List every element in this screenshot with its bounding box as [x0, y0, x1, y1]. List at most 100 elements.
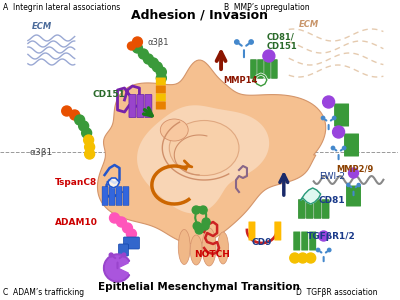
FancyBboxPatch shape	[250, 59, 256, 79]
Circle shape	[323, 96, 334, 108]
Text: TspanC8: TspanC8	[55, 178, 97, 187]
FancyBboxPatch shape	[123, 187, 129, 206]
Circle shape	[79, 121, 89, 131]
Circle shape	[357, 183, 360, 187]
FancyBboxPatch shape	[271, 59, 277, 79]
FancyBboxPatch shape	[137, 94, 144, 118]
Circle shape	[148, 58, 158, 68]
Circle shape	[321, 116, 325, 120]
Circle shape	[143, 54, 153, 64]
Circle shape	[85, 149, 95, 159]
Text: ECM: ECM	[32, 22, 52, 31]
Circle shape	[316, 248, 320, 252]
Text: α3β1: α3β1	[30, 148, 53, 157]
FancyBboxPatch shape	[264, 59, 270, 79]
Polygon shape	[108, 178, 120, 188]
FancyBboxPatch shape	[293, 232, 300, 250]
Text: NOTCH: NOTCH	[194, 250, 230, 259]
Circle shape	[347, 183, 350, 187]
Circle shape	[109, 253, 113, 257]
Circle shape	[348, 168, 358, 178]
Circle shape	[235, 40, 239, 44]
Circle shape	[85, 142, 95, 152]
FancyBboxPatch shape	[156, 85, 166, 94]
Circle shape	[199, 206, 207, 214]
FancyBboxPatch shape	[322, 200, 329, 218]
Text: CD151: CD151	[93, 90, 126, 99]
FancyBboxPatch shape	[116, 187, 122, 206]
FancyBboxPatch shape	[314, 200, 321, 218]
Ellipse shape	[169, 121, 239, 176]
FancyBboxPatch shape	[298, 200, 305, 218]
Text: EWI-2: EWI-2	[319, 172, 345, 181]
Wedge shape	[106, 256, 128, 280]
Text: ECM: ECM	[299, 20, 319, 29]
Ellipse shape	[202, 228, 216, 266]
Circle shape	[138, 49, 148, 59]
Circle shape	[70, 110, 80, 120]
Circle shape	[192, 206, 200, 214]
Ellipse shape	[160, 119, 188, 141]
Text: CD81: CD81	[319, 196, 345, 205]
FancyBboxPatch shape	[156, 77, 166, 86]
Text: α3β1: α3β1	[147, 38, 169, 47]
Wedge shape	[104, 254, 130, 282]
Circle shape	[306, 253, 316, 263]
Polygon shape	[301, 188, 321, 204]
FancyBboxPatch shape	[346, 185, 361, 206]
Ellipse shape	[218, 232, 228, 264]
FancyBboxPatch shape	[156, 94, 166, 101]
FancyBboxPatch shape	[306, 200, 313, 218]
Text: CD81/: CD81/	[267, 32, 295, 41]
Circle shape	[116, 217, 126, 227]
Circle shape	[156, 67, 166, 77]
Text: D  TGFβR association: D TGFβR association	[296, 288, 377, 297]
FancyBboxPatch shape	[109, 187, 115, 206]
Circle shape	[122, 253, 126, 257]
Circle shape	[132, 43, 142, 53]
Circle shape	[82, 128, 92, 138]
Circle shape	[263, 50, 275, 62]
Circle shape	[193, 222, 201, 230]
Circle shape	[195, 226, 203, 234]
Circle shape	[126, 229, 136, 239]
Circle shape	[333, 126, 344, 138]
Circle shape	[249, 40, 253, 44]
Circle shape	[332, 116, 336, 120]
Polygon shape	[137, 105, 269, 214]
Circle shape	[122, 223, 132, 233]
Circle shape	[342, 146, 346, 150]
FancyBboxPatch shape	[258, 59, 263, 79]
Circle shape	[132, 37, 142, 47]
Circle shape	[331, 146, 335, 150]
Polygon shape	[98, 60, 326, 244]
Ellipse shape	[178, 230, 190, 265]
FancyBboxPatch shape	[156, 101, 166, 110]
Circle shape	[84, 135, 94, 145]
Circle shape	[319, 231, 329, 241]
Text: Adhesion / Invasion: Adhesion / Invasion	[131, 8, 268, 21]
Circle shape	[290, 253, 300, 263]
Circle shape	[110, 213, 120, 223]
Circle shape	[202, 218, 210, 226]
Text: MMP14: MMP14	[223, 76, 258, 85]
FancyBboxPatch shape	[274, 221, 281, 241]
Text: MMP2/9: MMP2/9	[336, 165, 374, 174]
Text: C  ADAM’s trafficking: C ADAM’s trafficking	[3, 288, 84, 297]
Circle shape	[156, 73, 166, 83]
FancyBboxPatch shape	[129, 94, 136, 118]
FancyBboxPatch shape	[124, 237, 140, 249]
Circle shape	[298, 253, 308, 263]
FancyBboxPatch shape	[145, 94, 152, 118]
Text: CD151: CD151	[267, 42, 298, 51]
Text: A  Integrin lateral associations: A Integrin lateral associations	[3, 3, 120, 12]
Text: B  MMP’s upregulation: B MMP’s upregulation	[224, 3, 310, 12]
FancyBboxPatch shape	[344, 134, 359, 157]
FancyBboxPatch shape	[118, 244, 128, 256]
Text: Epithelial Mesenchymal Transition: Epithelial Mesenchymal Transition	[98, 282, 300, 292]
Text: TGFβR1/2: TGFβR1/2	[307, 232, 356, 241]
Circle shape	[75, 115, 85, 125]
Circle shape	[201, 222, 209, 230]
FancyBboxPatch shape	[309, 232, 316, 250]
FancyBboxPatch shape	[248, 221, 256, 241]
